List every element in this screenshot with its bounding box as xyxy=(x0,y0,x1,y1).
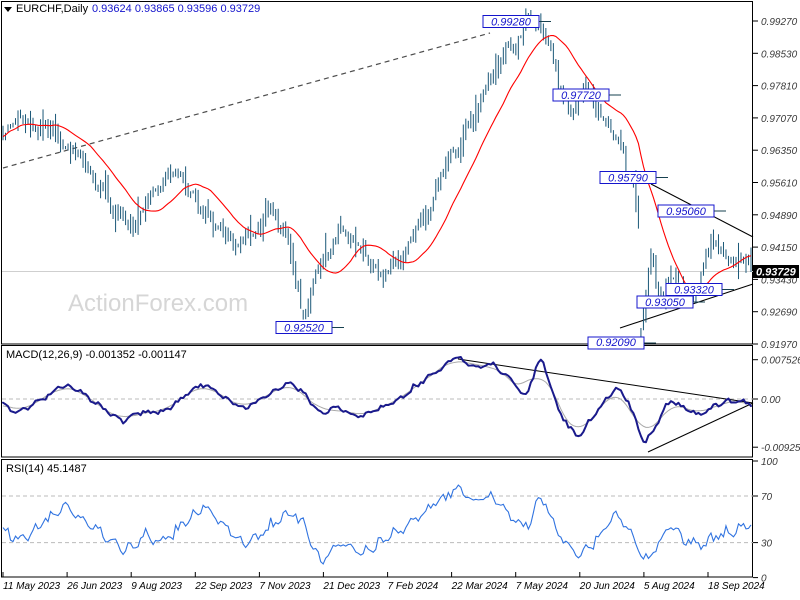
svg-text:0.94890: 0.94890 xyxy=(761,211,798,222)
svg-text:0.94150: 0.94150 xyxy=(761,243,798,254)
svg-text:0.91970: 0.91970 xyxy=(761,340,798,351)
svg-text:0.93050: 0.93050 xyxy=(645,297,686,309)
svg-text:0.99280: 0.99280 xyxy=(491,16,532,28)
svg-text:0.97070: 0.97070 xyxy=(761,114,798,125)
svg-text:RSI(14) 45.1487: RSI(14) 45.1487 xyxy=(6,463,87,475)
svg-text:7 May 2024: 7 May 2024 xyxy=(516,581,569,592)
svg-text:ActionForex.com: ActionForex.com xyxy=(68,290,248,317)
svg-text:0.96350: 0.96350 xyxy=(761,146,798,157)
svg-text:MACD(12,26,9) -0.001352 -0.001: MACD(12,26,9) -0.001352 -0.001147 xyxy=(6,349,187,361)
svg-text:0.00: 0.00 xyxy=(761,395,781,406)
svg-text:5 Aug 2024: 5 Aug 2024 xyxy=(644,581,695,592)
svg-text:22 Sep 2023: 22 Sep 2023 xyxy=(194,581,252,592)
svg-text:20 Jun 2024: 20 Jun 2024 xyxy=(579,581,635,592)
svg-text:26 Jun 2023: 26 Jun 2023 xyxy=(66,581,122,592)
svg-text:0.98530: 0.98530 xyxy=(761,49,798,60)
svg-text:0.99270: 0.99270 xyxy=(761,17,798,28)
svg-text:18 Sep 2024: 18 Sep 2024 xyxy=(708,581,765,592)
svg-text:0.97810: 0.97810 xyxy=(761,82,798,93)
svg-text:0.97720: 0.97720 xyxy=(561,90,602,102)
svg-text:100: 100 xyxy=(761,457,778,468)
svg-text:0.93320: 0.93320 xyxy=(674,284,715,296)
svg-text:EURCHF,Daily: EURCHF,Daily xyxy=(16,3,89,15)
svg-text:0.92090: 0.92090 xyxy=(596,337,637,349)
svg-text:0.95790: 0.95790 xyxy=(608,172,649,184)
svg-text:0.92520: 0.92520 xyxy=(284,322,325,334)
svg-text:0.93624 0.93865 0.93596 0.9372: 0.93624 0.93865 0.93596 0.93729 xyxy=(92,3,260,15)
svg-text:30: 30 xyxy=(761,539,773,550)
svg-text:70: 70 xyxy=(761,492,773,503)
svg-text:9 Aug 2023: 9 Aug 2023 xyxy=(131,581,182,592)
svg-text:21 Dec 2023: 21 Dec 2023 xyxy=(322,581,380,592)
svg-text:0.93729: 0.93729 xyxy=(756,267,797,279)
svg-text:0.92690: 0.92690 xyxy=(761,308,798,319)
svg-text:-0.009252: -0.009252 xyxy=(761,443,800,454)
svg-text:7 Feb 2024: 7 Feb 2024 xyxy=(388,581,439,592)
svg-text:0.95060: 0.95060 xyxy=(666,206,707,218)
svg-text:0.95610: 0.95610 xyxy=(761,179,798,190)
svg-text:7 Nov 2023: 7 Nov 2023 xyxy=(259,581,311,592)
svg-text:22 Mar 2024: 22 Mar 2024 xyxy=(451,581,509,592)
svg-text:11 May 2023: 11 May 2023 xyxy=(3,581,61,592)
svg-text:0.007526: 0.007526 xyxy=(761,356,800,367)
